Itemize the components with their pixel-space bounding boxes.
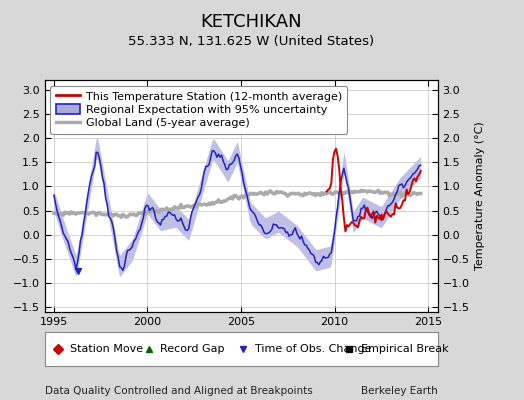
Text: KETCHIKAN: KETCHIKAN: [201, 13, 302, 31]
Y-axis label: Temperature Anomaly (°C): Temperature Anomaly (°C): [475, 122, 485, 270]
Text: Record Gap: Record Gap: [160, 344, 225, 354]
Text: Berkeley Earth: Berkeley Earth: [361, 386, 438, 396]
Text: Empirical Break: Empirical Break: [361, 344, 449, 354]
Text: Data Quality Controlled and Aligned at Breakpoints: Data Quality Controlled and Aligned at B…: [45, 386, 312, 396]
Text: Time of Obs. Change: Time of Obs. Change: [255, 344, 372, 354]
Text: Station Move: Station Move: [70, 344, 143, 354]
Text: 55.333 N, 131.625 W (United States): 55.333 N, 131.625 W (United States): [128, 36, 375, 48]
Legend: This Temperature Station (12-month average), Regional Expectation with 95% uncer: This Temperature Station (12-month avera…: [50, 86, 347, 134]
